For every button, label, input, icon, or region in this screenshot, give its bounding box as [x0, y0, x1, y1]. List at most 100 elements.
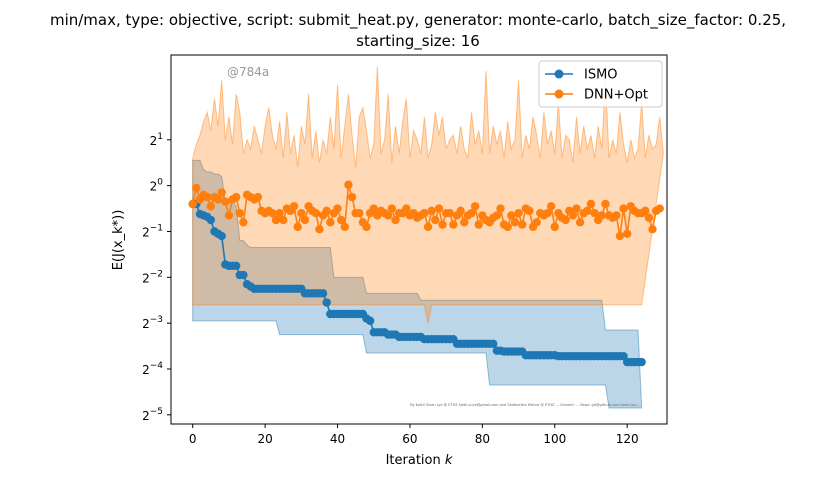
- point-dnn-opt: [203, 192, 212, 202]
- point-dnn-opt: [434, 204, 444, 213]
- x-tick-label: 60: [402, 432, 417, 446]
- point-dnn-opt: [206, 202, 216, 211]
- point-dnn-opt: [297, 208, 306, 218]
- point-ismo: [489, 339, 498, 348]
- point-dnn-opt: [289, 202, 299, 211]
- point-dnn-opt: [467, 208, 476, 218]
- point-dnn-opt: [427, 206, 436, 216]
- point-dnn-opt: [333, 204, 342, 213]
- point-dnn-opt: [235, 208, 244, 218]
- point-dnn-opt: [322, 206, 331, 216]
- y-axis-label: E(J(x_k*)): [111, 210, 126, 271]
- x-tick-label: 100: [543, 432, 566, 446]
- point-dnn-opt: [449, 220, 458, 229]
- point-dnn-opt: [460, 218, 469, 227]
- point-dnn-opt: [575, 218, 585, 227]
- point-ismo: [231, 261, 241, 271]
- point-dnn-opt: [583, 206, 592, 216]
- y-axis-ticks: 21 20 2−1 2−2 2−3 2−4 2−5: [142, 132, 171, 423]
- point-dnn-opt: [192, 183, 201, 193]
- point-dnn-opt: [532, 218, 541, 227]
- legend-box: [538, 60, 663, 108]
- point-dnn-opt: [340, 222, 349, 232]
- x-tick-label: 120: [616, 432, 639, 446]
- point-dnn-opt: [612, 211, 621, 220]
- y-tick-label: 20: [150, 178, 164, 194]
- point-dnn-opt: [423, 222, 433, 232]
- plot-frame: [170, 54, 668, 425]
- point-dnn-opt: [362, 222, 371, 232]
- x-tick-label: 0: [189, 432, 197, 446]
- point-dnn-opt: [221, 197, 230, 206]
- point-dnn-opt: [641, 206, 650, 216]
- y-tick-label: 2−4: [142, 361, 163, 377]
- point-dnn-opt: [275, 208, 284, 218]
- point-ismo: [217, 231, 226, 241]
- point-dnn-opt: [648, 224, 657, 234]
- point-dnn-opt: [568, 211, 578, 220]
- point-dnn-opt: [456, 206, 465, 216]
- point-dnn-opt: [326, 218, 335, 227]
- point-dnn-opt: [601, 199, 610, 209]
- point-dnn-opt: [543, 208, 552, 218]
- point-dnn-opt: [546, 202, 556, 211]
- annotation-tag: @784a: [227, 65, 269, 79]
- x-axis-label: Iteration k: [386, 453, 453, 468]
- point-ismo: [322, 298, 331, 307]
- point-dnn-opt: [355, 208, 364, 218]
- bands-layer: [192, 66, 664, 409]
- point-dnn-opt: [268, 208, 277, 218]
- legend-label-dnn-opt: DNN+Opt: [584, 88, 648, 103]
- point-dnn-opt: [496, 204, 505, 213]
- point-dnn-opt: [402, 204, 411, 213]
- point-dnn-opt: [224, 211, 234, 220]
- point-dnn-opt: [369, 204, 378, 213]
- point-dnn-opt: [188, 199, 197, 209]
- point-dnn-opt: [293, 222, 302, 232]
- point-dnn-opt: [387, 204, 397, 213]
- point-dnn-opt: [445, 208, 454, 218]
- point-ismo: [365, 316, 375, 326]
- point-dnn-opt: [510, 218, 520, 227]
- footer-note: By Kjetil Olsen Lye @ ETHZ kjetil.o.lye@…: [410, 403, 640, 407]
- point-dnn-opt: [213, 195, 223, 204]
- point-dnn-opt: [525, 206, 534, 216]
- point-dnn-opt: [619, 204, 628, 213]
- legend-marker-ismo: [554, 69, 564, 79]
- point-dnn-opt: [586, 199, 596, 209]
- x-tick-label: 80: [475, 432, 490, 446]
- point-dnn-opt: [438, 220, 447, 229]
- point-dnn-opt: [253, 192, 263, 202]
- point-dnn-opt: [590, 208, 599, 218]
- point-dnn-opt: [315, 224, 324, 234]
- point-dnn-opt: [514, 208, 523, 218]
- point-dnn-opt: [239, 218, 248, 227]
- y-tick-label: 2−3: [142, 315, 163, 331]
- point-ismo: [206, 215, 216, 225]
- legend: ISMO DNN+Opt: [538, 60, 663, 108]
- point-dnn-opt: [517, 220, 527, 229]
- y-tick-label: 2−5: [142, 407, 163, 423]
- point-dnn-opt: [655, 204, 664, 213]
- y-tick-label: 21: [150, 132, 163, 148]
- y-tick-label: 2−2: [142, 269, 163, 285]
- x-tick-label: 40: [330, 432, 345, 446]
- point-dnn-opt: [391, 215, 400, 225]
- point-dnn-opt: [384, 211, 393, 220]
- point-dnn-opt: [470, 202, 480, 211]
- band-dnn-opt: [192, 66, 664, 324]
- x-tick-label: 20: [257, 432, 272, 446]
- point-dnn-opt: [344, 180, 353, 189]
- point-dnn-opt: [507, 211, 516, 220]
- point-dnn-opt: [217, 188, 226, 197]
- legend-label-ismo: ISMO: [584, 68, 618, 83]
- markers-layer: [188, 180, 664, 367]
- point-ismo: [637, 357, 646, 367]
- legend-marker-dnn-opt: [554, 89, 564, 99]
- point-dnn-opt: [300, 215, 310, 225]
- point-dnn-opt: [347, 192, 357, 202]
- point-dnn-opt: [420, 208, 429, 218]
- chart-title-line1: min/max, type: objective, script: submit…: [50, 11, 786, 30]
- point-dnn-opt: [572, 204, 581, 213]
